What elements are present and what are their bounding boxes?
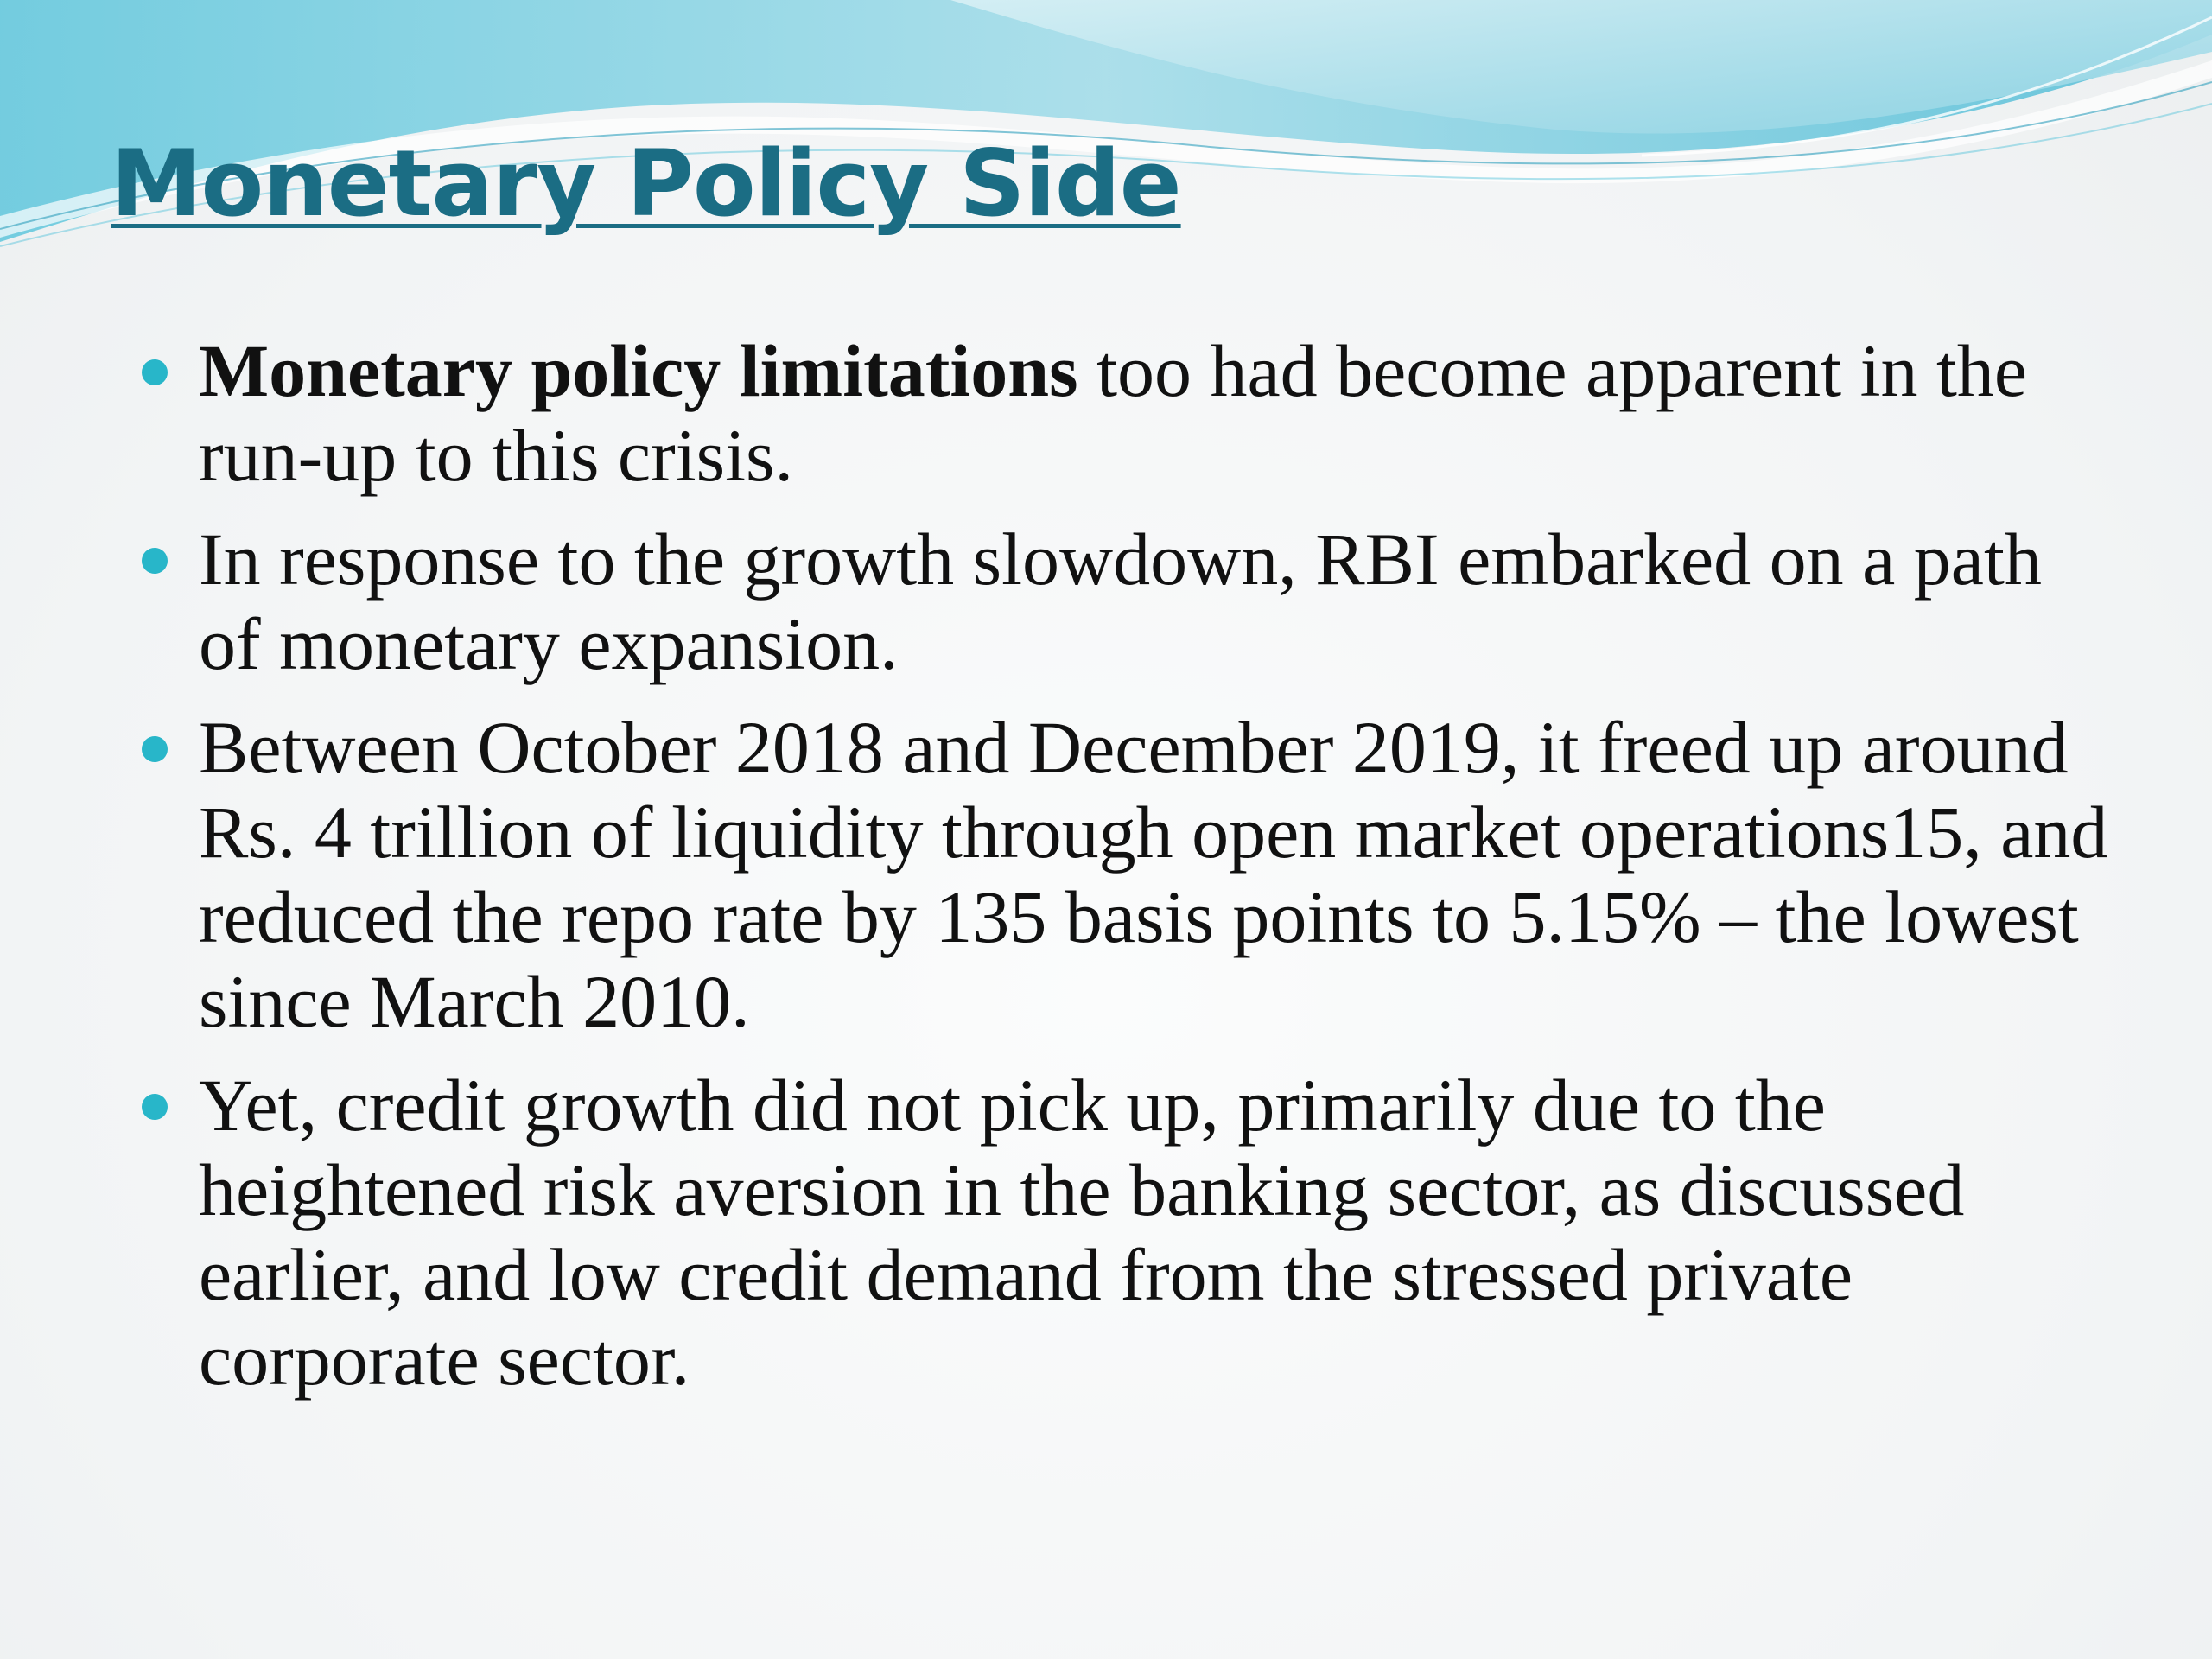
bullet-text: Yet, credit growth did not pick up, prim… xyxy=(199,1064,1965,1401)
bullet-list: Monetary policy limitations too had beco… xyxy=(138,328,2108,1421)
bullet-text: too had become apparent in the run-up to… xyxy=(199,329,2028,497)
bullet-dot-icon xyxy=(142,548,168,574)
bullet-text: Between October 2018 and December 2019, … xyxy=(199,706,2108,1043)
wave-decoration xyxy=(0,0,2212,247)
bullet-dot-icon xyxy=(142,736,168,762)
slide-title: Monetary Policy Side xyxy=(111,130,1182,237)
bullet-bold-text: Monetary policy limitations xyxy=(199,329,1078,412)
bullet-item: Yet, credit growth did not pick up, prim… xyxy=(138,1063,2108,1402)
bullet-item: Monetary policy limitations too had beco… xyxy=(138,328,2108,498)
bullet-item: Between October 2018 and December 2019, … xyxy=(138,705,2108,1044)
bullet-item: In response to the growth slowdown, RBI … xyxy=(138,517,2108,686)
bullet-text: In response to the growth slowdown, RBI … xyxy=(199,518,2042,685)
bullet-dot-icon xyxy=(142,1094,168,1120)
bullet-dot-icon xyxy=(142,359,168,385)
